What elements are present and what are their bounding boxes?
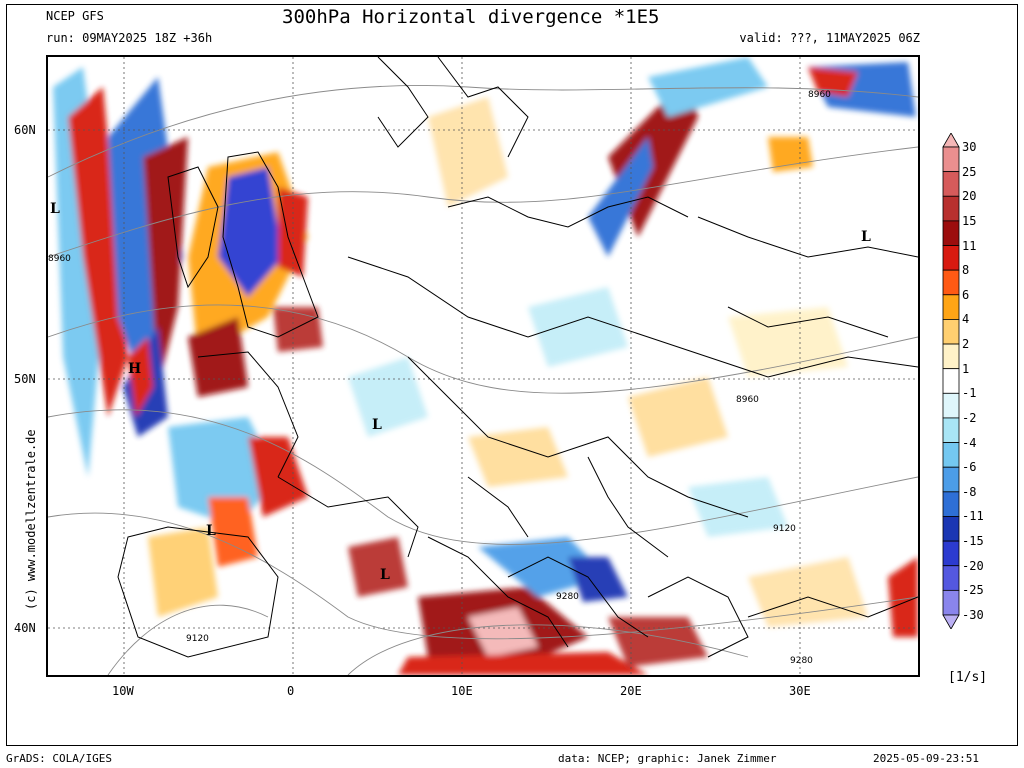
lon-label-10e: 10E <box>451 684 473 698</box>
model-name: NCEP GFS <box>46 9 104 23</box>
footer-grads: GrADS: COLA/IGES <box>6 752 112 765</box>
colorbar-cell <box>942 195 960 222</box>
contour-value-label: 9120 <box>186 634 209 644</box>
colorbar <box>942 133 960 629</box>
colorbar-cell <box>942 466 960 493</box>
colorbar-cell <box>942 589 960 616</box>
colorbar-level-label: 25 <box>962 164 977 179</box>
lat-label-50n: 50N <box>14 372 36 386</box>
valid-label: valid: ???, 11MAY2025 06Z <box>739 31 920 45</box>
colorbar-level-label: -6 <box>962 460 977 475</box>
pressure-center-label: L <box>861 229 871 245</box>
colorbar-level-label: 4 <box>962 312 970 327</box>
colorbar-level-label: -15 <box>962 534 984 549</box>
footer-credit: data: NCEP; graphic: Janek Zimmer <box>558 752 777 765</box>
pressure-center-label: L <box>206 523 216 539</box>
colorbar-cell <box>942 417 960 443</box>
colorbar-cell <box>942 343 960 370</box>
colorbar-level-label: -20 <box>962 558 984 573</box>
pressure-centers: L L H L L L <box>50 201 871 583</box>
colorbar-level-label: 30 <box>962 140 977 154</box>
colorbar-level-label: -2 <box>962 410 977 425</box>
colorbar-cell <box>942 565 960 591</box>
colorbar-cell <box>942 245 960 271</box>
divergence-field <box>53 57 918 675</box>
colorbar-cell <box>942 614 960 629</box>
colorbar-cell <box>942 540 960 567</box>
colorbar-level-label: 20 <box>962 189 977 204</box>
colorbar-level-label: 2 <box>962 337 970 352</box>
run-label: run: 09MAY2025 18Z +36h <box>46 31 213 45</box>
colorbar-cell <box>942 442 960 468</box>
pressure-center-label: L <box>50 201 60 217</box>
lat-label-60n: 60N <box>14 123 36 137</box>
colorbar-level-label: -25 <box>962 583 984 598</box>
pressure-center-label: L <box>372 417 382 433</box>
lon-label-30e: 30E <box>789 684 811 698</box>
colorbar-cell <box>942 146 960 173</box>
lon-label-0: 0 <box>287 684 295 698</box>
colorbar-level-label: -8 <box>962 484 977 499</box>
colorbar-cell <box>942 392 960 419</box>
chart-title: 300hPa Horizontal divergence *1E5 <box>282 6 660 28</box>
colorbar-level-label: -11 <box>962 509 984 524</box>
lon-label-10w: 10W <box>112 684 134 698</box>
colorbar-level-label: -4 <box>962 435 977 450</box>
map-svg: L L H L L L 8960 8960 8960 9120 9120 928… <box>48 57 918 675</box>
colorbar-cell <box>942 294 960 320</box>
colorbar-cell <box>942 171 960 197</box>
contour-value-label: 8960 <box>736 395 759 405</box>
contour-value-label: 8960 <box>48 254 71 264</box>
colorbar-cell <box>942 269 960 296</box>
pressure-center-label: L <box>380 567 390 583</box>
geopotential-contours <box>48 85 918 675</box>
lon-label-20e: 20E <box>620 684 642 698</box>
colorbar-level-label: 8 <box>962 263 970 278</box>
coastlines <box>117 57 918 658</box>
contour-value-label: 9280 <box>556 592 579 602</box>
colorbar-cell <box>942 491 960 517</box>
contour-value-label: 9120 <box>773 524 796 534</box>
figure-frame <box>6 4 1018 746</box>
colorbar-level-label: 6 <box>962 287 970 302</box>
copyright-text: (c) www.modellzentrale.de <box>24 429 38 610</box>
contour-labels: 8960 8960 8960 9120 9120 9280 9280 <box>48 90 831 666</box>
lat-label-40n: 40N <box>14 621 36 635</box>
colorbar-level-label: -1 <box>962 386 977 401</box>
colorbar-level-label: 15 <box>962 213 977 228</box>
footer-timestamp: 2025-05-09-23:51 <box>873 752 979 765</box>
colorbar-level-label: 11 <box>962 238 977 253</box>
colorbar-cell <box>942 516 960 542</box>
graticule <box>48 57 918 675</box>
contour-value-label: 8960 <box>808 90 831 100</box>
colorbar-cell <box>942 133 960 148</box>
pressure-center-label: H <box>128 361 141 377</box>
contour-value-label: 9280 <box>790 656 813 666</box>
colorbar-level-label: 1 <box>962 361 970 376</box>
colorbar-cell <box>942 220 960 246</box>
colorbar-unit: [1/s] <box>948 670 988 685</box>
colorbar-cell <box>942 368 960 394</box>
colorbar-cell <box>942 319 960 345</box>
map-panel: L L H L L L 8960 8960 8960 9120 9120 928… <box>46 55 920 677</box>
colorbar-level-label: -30 <box>962 608 984 622</box>
